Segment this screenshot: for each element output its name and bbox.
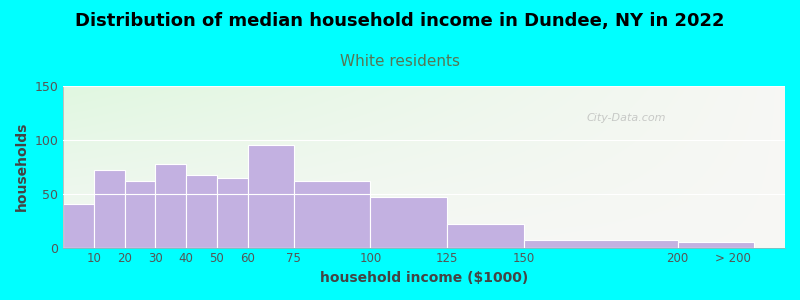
Bar	[186, 176, 217, 248]
Y-axis label: households: households	[15, 122, 29, 212]
Bar	[524, 240, 678, 247]
Bar	[125, 181, 155, 248]
Bar	[247, 145, 294, 248]
Bar	[217, 178, 247, 248]
Text: White residents: White residents	[340, 54, 460, 69]
X-axis label: household income ($1000): household income ($1000)	[320, 271, 528, 285]
Bar	[94, 170, 125, 248]
Bar	[447, 224, 524, 248]
Bar	[155, 164, 186, 247]
Text: Distribution of median household income in Dundee, NY in 2022: Distribution of median household income …	[75, 12, 725, 30]
Bar	[63, 205, 94, 248]
Bar	[294, 181, 370, 248]
Text: City-Data.com: City-Data.com	[586, 113, 666, 123]
Bar	[678, 242, 754, 248]
Bar	[370, 197, 447, 248]
